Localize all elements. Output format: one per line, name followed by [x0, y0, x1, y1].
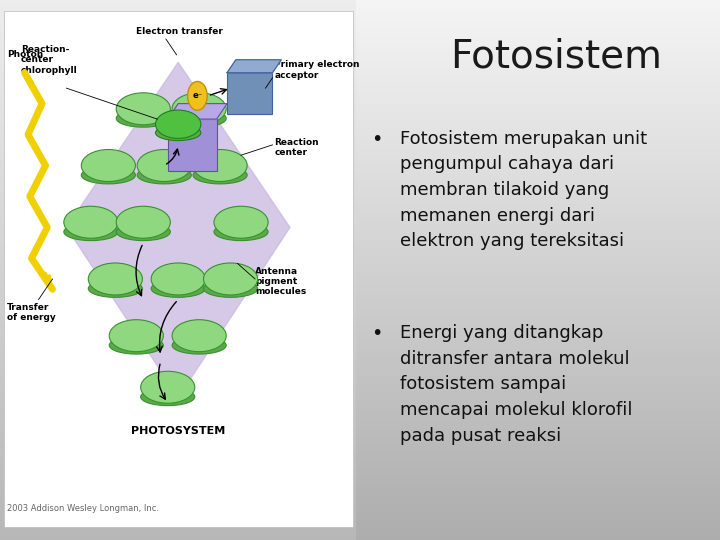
Text: Transfer
of energy: Transfer of energy — [7, 303, 56, 322]
Text: Antenna
pigment
molecules: Antenna pigment molecules — [255, 267, 306, 296]
Ellipse shape — [140, 372, 195, 403]
Ellipse shape — [109, 320, 163, 352]
Polygon shape — [168, 104, 227, 119]
Ellipse shape — [214, 206, 268, 238]
Text: Reaction-
center
chlorophyll: Reaction- center chlorophyll — [21, 45, 78, 75]
Text: Fotosistem merupakan unit
pengumpul cahaya dari
membran tilakoid yang
memanen en: Fotosistem merupakan unit pengumpul caha… — [400, 130, 647, 251]
Ellipse shape — [172, 336, 226, 354]
Text: •: • — [371, 324, 382, 343]
Text: e⁻: e⁻ — [192, 91, 202, 100]
Ellipse shape — [89, 263, 143, 295]
Ellipse shape — [140, 388, 195, 406]
Ellipse shape — [214, 223, 268, 241]
Ellipse shape — [116, 93, 171, 125]
Text: Photon: Photon — [7, 50, 43, 59]
Text: PHOTOSYSTEM: PHOTOSYSTEM — [131, 426, 225, 436]
Text: Electron transfer: Electron transfer — [136, 27, 223, 36]
Ellipse shape — [116, 110, 171, 127]
Ellipse shape — [89, 280, 143, 298]
Circle shape — [188, 82, 207, 110]
Ellipse shape — [193, 166, 247, 184]
Ellipse shape — [64, 223, 118, 241]
Text: Reaction
center: Reaction center — [274, 138, 319, 157]
Ellipse shape — [156, 110, 201, 138]
Ellipse shape — [81, 166, 135, 184]
Polygon shape — [66, 62, 290, 397]
Ellipse shape — [116, 206, 171, 238]
Polygon shape — [227, 60, 282, 73]
Text: 2003 Addison Wesley Longman, Inc.: 2003 Addison Wesley Longman, Inc. — [7, 504, 159, 513]
Ellipse shape — [81, 150, 135, 181]
Ellipse shape — [151, 280, 205, 298]
Text: Primary electron
acceptor: Primary electron acceptor — [274, 60, 360, 80]
Ellipse shape — [109, 336, 163, 354]
Ellipse shape — [172, 93, 226, 125]
Ellipse shape — [116, 223, 171, 241]
Ellipse shape — [64, 206, 118, 238]
Bar — [4, 11, 353, 526]
Ellipse shape — [193, 150, 247, 181]
Ellipse shape — [172, 110, 226, 127]
Ellipse shape — [138, 166, 192, 184]
FancyBboxPatch shape — [227, 73, 272, 114]
Text: •: • — [371, 130, 382, 148]
Ellipse shape — [138, 150, 192, 181]
Text: Energi yang ditangkap
ditransfer antara molekul
fotosistem sampai
mencapai molek: Energi yang ditangkap ditransfer antara … — [400, 324, 633, 445]
Ellipse shape — [204, 280, 258, 298]
Ellipse shape — [151, 263, 205, 295]
FancyBboxPatch shape — [168, 119, 217, 171]
Text: Fotosistem: Fotosistem — [451, 38, 662, 76]
Ellipse shape — [156, 125, 201, 140]
Ellipse shape — [172, 320, 226, 352]
Ellipse shape — [204, 263, 258, 295]
